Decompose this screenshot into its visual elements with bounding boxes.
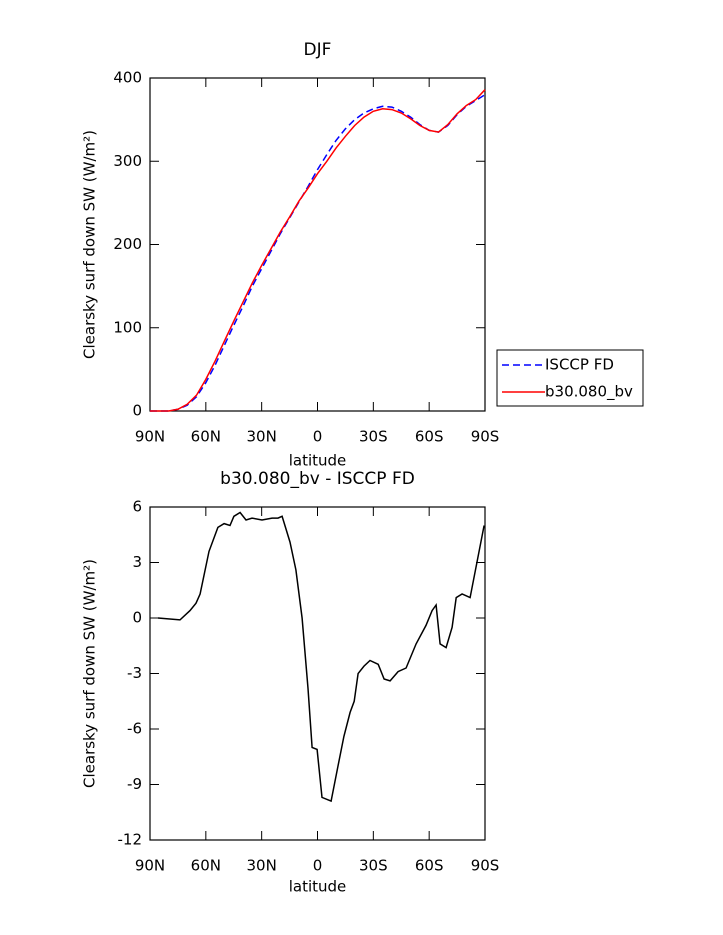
- y-tick-label: 300: [113, 152, 142, 170]
- x-tick-label: 30S: [359, 428, 388, 446]
- legend-label: b30.080_bv: [545, 383, 633, 402]
- y-tick-label: -9: [127, 775, 142, 793]
- y-tick-label: 200: [113, 235, 142, 253]
- y-axis-label: Clearsky surf down SW (W/m²): [81, 130, 99, 359]
- x-axis-label: latitude: [289, 452, 347, 470]
- x-tick-label: 0: [313, 857, 323, 875]
- legend-label: ISCCP FD: [545, 356, 614, 374]
- x-tick-label: 0: [313, 428, 323, 446]
- x-tick-label: 30N: [247, 428, 277, 446]
- y-tick-label: 400: [113, 69, 142, 87]
- y-tick-label: 0: [132, 609, 142, 627]
- chart-title: b30.080_bv - ISCCP FD: [220, 469, 415, 489]
- data-line: [157, 511, 485, 803]
- x-tick-label: 30S: [359, 857, 388, 875]
- x-axis-label: latitude: [289, 878, 347, 896]
- x-tick-label: 60N: [191, 428, 221, 446]
- x-tick-label: 30N: [247, 857, 277, 875]
- legend-box: [496, 349, 644, 407]
- x-tick-label: 90N: [135, 428, 165, 446]
- y-axis-label: Clearsky surf down SW (W/m²): [81, 559, 99, 788]
- y-tick-label: 100: [113, 318, 142, 336]
- plot-frame: [149, 506, 486, 841]
- y-tick-label: -12: [118, 831, 143, 849]
- chart-title: DJF: [304, 40, 332, 60]
- x-tick-label: 90N: [135, 857, 165, 875]
- x-tick-label: 90S: [471, 428, 500, 446]
- plot-frame: [149, 77, 486, 412]
- y-tick-label: -6: [127, 720, 142, 738]
- data-line: [150, 89, 486, 412]
- x-tick-label: 60S: [415, 857, 444, 875]
- x-tick-label: 60N: [191, 857, 221, 875]
- y-tick-label: 3: [132, 553, 142, 571]
- x-tick-label: 90S: [471, 857, 500, 875]
- y-tick-label: 0: [132, 402, 142, 420]
- y-tick-label: 6: [132, 498, 142, 516]
- y-tick-label: -3: [127, 664, 142, 682]
- x-tick-label: 60S: [415, 428, 444, 446]
- data-line: [150, 94, 486, 412]
